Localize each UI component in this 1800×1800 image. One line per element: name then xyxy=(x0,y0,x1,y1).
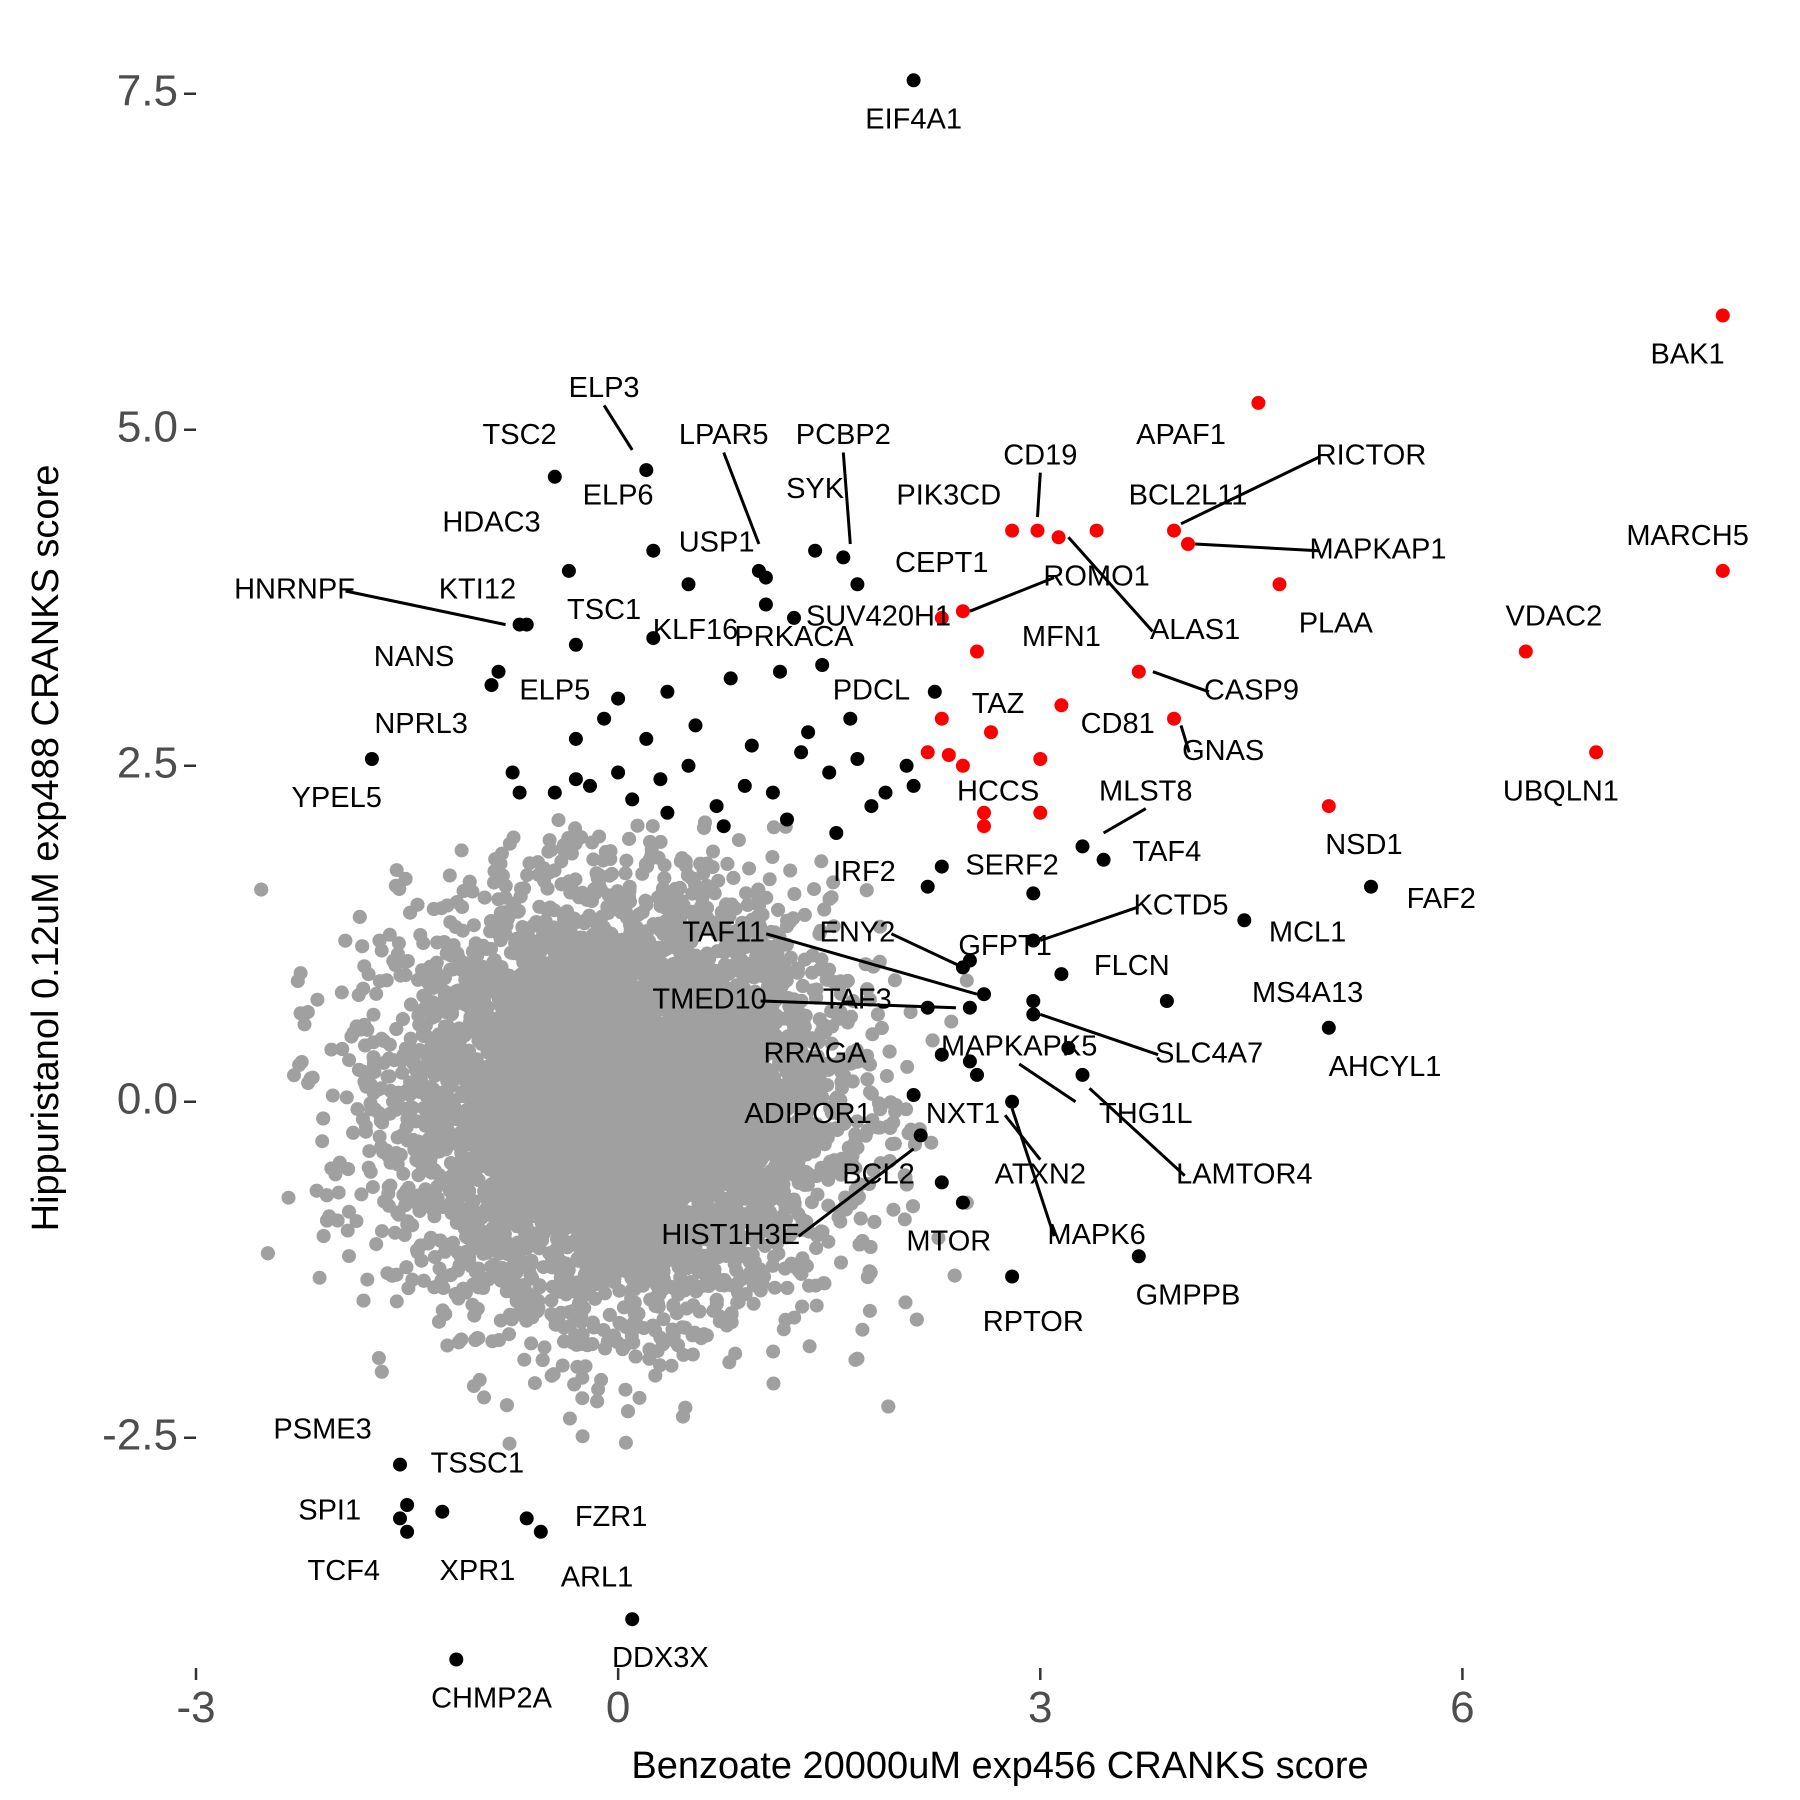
background-point xyxy=(312,1270,327,1285)
background-point xyxy=(809,1241,824,1256)
background-point xyxy=(339,1090,354,1105)
background-point xyxy=(787,887,802,901)
background-point xyxy=(944,1014,959,1029)
background-point xyxy=(783,863,798,878)
background-point xyxy=(527,1376,542,1391)
background-point xyxy=(360,1272,375,1287)
background-point xyxy=(834,1255,848,1270)
background-point xyxy=(520,868,535,883)
background-point xyxy=(365,1180,380,1195)
background-point xyxy=(502,1436,517,1451)
background-point xyxy=(398,968,413,983)
background-point xyxy=(493,1313,508,1328)
background-point xyxy=(809,1298,824,1313)
background-point xyxy=(331,1185,346,1200)
background-point xyxy=(440,1338,455,1353)
background-point xyxy=(782,914,797,929)
background-point xyxy=(901,1126,916,1141)
background-point xyxy=(598,1341,612,1356)
background-point xyxy=(310,992,325,1007)
background-point xyxy=(391,936,406,951)
background-point xyxy=(383,1106,397,1121)
background-point xyxy=(722,1355,737,1370)
background-point xyxy=(492,1246,507,1261)
background-point xyxy=(862,1303,877,1318)
background-point xyxy=(371,1351,386,1365)
background-point xyxy=(297,1017,312,1032)
background-point xyxy=(369,986,384,1001)
background-point xyxy=(575,1429,590,1444)
background-point xyxy=(466,918,481,933)
background-point xyxy=(802,1339,817,1354)
background-point xyxy=(562,1411,577,1426)
background-point xyxy=(794,993,809,1008)
background-point xyxy=(334,985,349,1000)
background-point xyxy=(555,1358,570,1373)
background-point xyxy=(563,885,578,900)
background-point xyxy=(618,866,633,881)
background-point xyxy=(551,813,566,828)
background-point xyxy=(645,819,660,834)
background-point xyxy=(618,1435,633,1450)
background-point xyxy=(765,1258,780,1273)
background-point xyxy=(767,1280,782,1295)
background-point xyxy=(615,1342,630,1357)
background-point xyxy=(342,1053,357,1068)
background-point xyxy=(731,833,746,848)
background-point xyxy=(664,1358,679,1373)
background-point xyxy=(692,1304,707,1319)
background-points xyxy=(254,813,974,1451)
background-point xyxy=(349,1214,364,1229)
background-point xyxy=(602,868,617,883)
background-point xyxy=(886,1202,901,1217)
background-point xyxy=(898,1295,913,1310)
background-point xyxy=(432,1261,447,1276)
background-point xyxy=(887,973,902,988)
background-point xyxy=(325,1088,340,1103)
background-point xyxy=(844,1009,858,1024)
background-point xyxy=(850,1114,865,1129)
background-point xyxy=(619,853,634,868)
background-point xyxy=(711,873,726,888)
background-point xyxy=(575,885,590,900)
background-point xyxy=(375,1224,389,1239)
background-point xyxy=(821,1198,836,1213)
background-point xyxy=(477,1390,491,1405)
background-point xyxy=(382,927,397,942)
background-point xyxy=(442,868,457,883)
background-point xyxy=(354,1187,369,1202)
background-point xyxy=(632,1390,647,1405)
background-point xyxy=(342,1204,356,1219)
background-point xyxy=(924,1135,939,1150)
background-point xyxy=(454,843,469,858)
background-point xyxy=(826,919,841,934)
background-point xyxy=(624,1328,639,1343)
background-point xyxy=(389,1294,404,1309)
background-point xyxy=(570,1359,585,1374)
background-point xyxy=(873,919,887,934)
background-point xyxy=(342,1249,356,1264)
background-point xyxy=(807,882,821,897)
